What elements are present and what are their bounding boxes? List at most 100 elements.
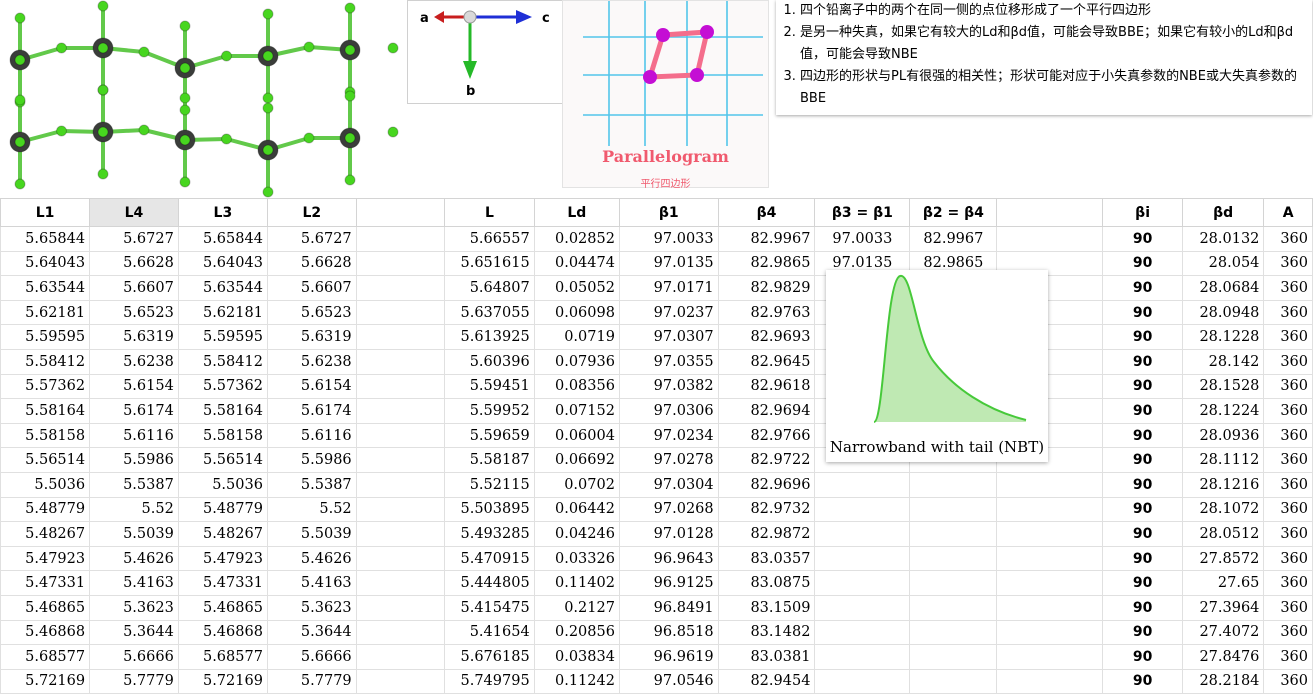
- table-cell[interactable]: 28.0512: [1181, 521, 1265, 547]
- table-cell[interactable]: 0.0702: [533, 471, 620, 498]
- table-cell[interactable]: 90: [1102, 250, 1183, 277]
- table-cell[interactable]: 5.64043: [0, 250, 91, 277]
- table-cell[interactable]: [355, 668, 446, 694]
- table-cell[interactable]: 83.1482: [717, 619, 816, 646]
- table-cell[interactable]: 5.58158: [0, 422, 91, 449]
- table-cell[interactable]: 360: [1263, 275, 1313, 301]
- table-cell[interactable]: 5.62181: [0, 299, 91, 326]
- column-header[interactable]: L3: [177, 198, 268, 227]
- table-cell[interactable]: 5.60396: [444, 348, 535, 375]
- table-cell[interactable]: 5.52115: [444, 471, 535, 498]
- table-cell[interactable]: 5.5986: [266, 447, 357, 473]
- table-cell[interactable]: 27.4072: [1181, 619, 1265, 646]
- table-cell[interactable]: 82.9763: [717, 299, 816, 326]
- table-cell[interactable]: 5.6628: [89, 250, 179, 277]
- table-cell[interactable]: 28.054: [1181, 250, 1265, 277]
- table-cell[interactable]: [814, 644, 911, 670]
- column-header[interactable]: L4: [89, 198, 179, 227]
- table-cell[interactable]: 82.9696: [717, 471, 816, 498]
- table-cell[interactable]: [996, 521, 1104, 547]
- table-cell[interactable]: 5.46868: [177, 619, 268, 646]
- column-header[interactable]: L1: [0, 198, 91, 227]
- table-cell[interactable]: 5.59451: [444, 373, 535, 400]
- table-cell[interactable]: 96.8491: [618, 594, 719, 621]
- table-cell[interactable]: [996, 226, 1104, 252]
- table-cell[interactable]: [355, 594, 446, 621]
- table-cell[interactable]: 5.6174: [266, 398, 357, 424]
- table-cell[interactable]: 360: [1263, 668, 1313, 694]
- table-cell[interactable]: 360: [1263, 422, 1313, 449]
- table-cell[interactable]: 90: [1102, 398, 1183, 424]
- table-cell[interactable]: 360: [1263, 496, 1313, 523]
- table-cell[interactable]: 5.48779: [0, 496, 91, 523]
- table-cell[interactable]: 5.6523: [89, 299, 179, 326]
- table-cell[interactable]: 5.47923: [177, 545, 268, 572]
- table-cell[interactable]: 97.0355: [618, 348, 719, 375]
- table-cell[interactable]: 360: [1263, 226, 1313, 252]
- table-cell[interactable]: 5.6154: [266, 373, 357, 400]
- table-cell[interactable]: 97.0268: [618, 496, 719, 523]
- table-cell[interactable]: 5.46865: [0, 594, 91, 621]
- table-cell[interactable]: 90: [1102, 324, 1183, 350]
- table-cell[interactable]: [909, 644, 998, 670]
- table-cell[interactable]: [355, 570, 446, 596]
- table-cell[interactable]: 5.676185: [444, 644, 535, 670]
- table-cell[interactable]: [909, 471, 998, 498]
- table-cell[interactable]: 360: [1263, 644, 1313, 670]
- table-cell[interactable]: 5.3623: [89, 594, 179, 621]
- table-cell[interactable]: 5.6174: [89, 398, 179, 424]
- table-cell[interactable]: 5.6727: [266, 226, 357, 252]
- table-cell[interactable]: 27.65: [1181, 570, 1265, 596]
- table-cell[interactable]: [909, 668, 998, 694]
- column-header[interactable]: Ld: [533, 198, 620, 227]
- table-cell[interactable]: 5.62181: [177, 299, 268, 326]
- table-cell[interactable]: 360: [1263, 619, 1313, 646]
- table-cell[interactable]: 0.04474: [533, 250, 620, 277]
- table-cell[interactable]: 5.5036: [177, 471, 268, 498]
- table-cell[interactable]: 5.63544: [0, 275, 91, 301]
- table-cell[interactable]: 28.1072: [1181, 496, 1265, 523]
- column-header[interactable]: [996, 198, 1104, 227]
- table-cell[interactable]: 97.0234: [618, 422, 719, 449]
- table-cell[interactable]: [355, 422, 446, 449]
- table-cell[interactable]: 5.58164: [0, 398, 91, 424]
- table-cell[interactable]: [909, 570, 998, 596]
- table-cell[interactable]: 5.4163: [89, 570, 179, 596]
- column-header[interactable]: βi: [1102, 198, 1183, 227]
- table-cell[interactable]: 28.0132: [1181, 226, 1265, 252]
- table-cell[interactable]: 83.1509: [717, 594, 816, 621]
- table-cell[interactable]: [355, 447, 446, 473]
- table-cell[interactable]: 28.0948: [1181, 299, 1265, 326]
- table-cell[interactable]: [996, 471, 1104, 498]
- table-cell[interactable]: [355, 275, 446, 301]
- table-cell[interactable]: 0.11402: [533, 570, 620, 596]
- table-cell[interactable]: 360: [1263, 398, 1313, 424]
- table-cell[interactable]: 5.7779: [266, 668, 357, 694]
- table-cell[interactable]: 28.1528: [1181, 373, 1265, 400]
- table-cell[interactable]: 0.2127: [533, 594, 620, 621]
- table-cell[interactable]: 97.0546: [618, 668, 719, 694]
- table-cell[interactable]: 5.65844: [177, 226, 268, 252]
- table-cell[interactable]: 5.6319: [89, 324, 179, 350]
- column-header[interactable]: β3 = β1: [814, 198, 911, 227]
- table-cell[interactable]: [355, 299, 446, 326]
- table-cell[interactable]: 5.58164: [177, 398, 268, 424]
- table-cell[interactable]: 90: [1102, 447, 1183, 473]
- table-cell[interactable]: 28.0936: [1181, 422, 1265, 449]
- table-cell[interactable]: 90: [1102, 422, 1183, 449]
- table-cell[interactable]: 5.651615: [444, 250, 535, 277]
- table-cell[interactable]: 27.3964: [1181, 594, 1265, 621]
- table-cell[interactable]: 82.9722: [717, 447, 816, 473]
- table-cell[interactable]: [355, 226, 446, 252]
- table-cell[interactable]: 360: [1263, 250, 1313, 277]
- table-cell[interactable]: 90: [1102, 471, 1183, 498]
- table-cell[interactable]: 90: [1102, 496, 1183, 523]
- table-cell[interactable]: 360: [1263, 471, 1313, 498]
- table-cell[interactable]: 82.9454: [717, 668, 816, 694]
- table-cell[interactable]: 0.06442: [533, 496, 620, 523]
- table-cell[interactable]: 360: [1263, 521, 1313, 547]
- table-cell[interactable]: 28.142: [1181, 348, 1265, 375]
- table-cell[interactable]: 97.0135: [618, 250, 719, 277]
- table-cell[interactable]: [355, 324, 446, 350]
- table-cell[interactable]: [996, 496, 1104, 523]
